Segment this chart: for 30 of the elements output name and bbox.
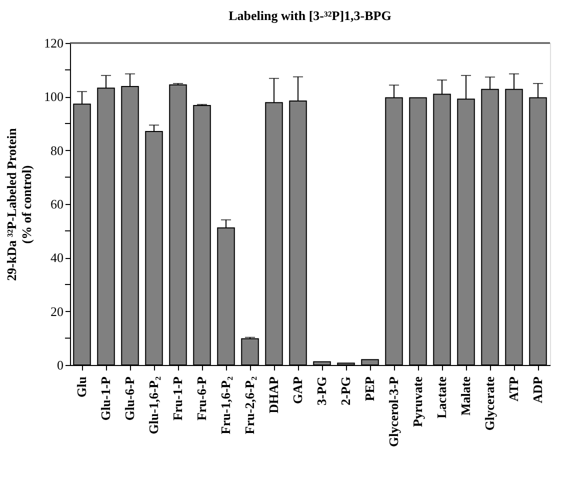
x-tick-label: DHAP	[266, 376, 281, 414]
y-tick-label: 0	[57, 358, 64, 372]
y-tick-label: 40	[50, 250, 64, 266]
y-tick-label: 100	[44, 89, 64, 104]
x-tick-label: Glu-1-P	[98, 376, 113, 421]
y-tick-label: 120	[44, 36, 64, 50]
chart-title: Labeling with [3-³²P]1,3-BPG	[228, 8, 392, 23]
x-tick-label: Fru-1,6-P₂	[218, 376, 233, 434]
x-tick-label: ADP	[530, 376, 545, 404]
x-tick-label: 3-PG	[314, 376, 329, 406]
y-tick-label: 20	[50, 304, 64, 319]
x-tick-label: Pyruvate	[410, 376, 425, 428]
x-tick-label: Malate	[458, 376, 473, 416]
text: (% of control)	[19, 165, 34, 244]
x-tick-label: PEP	[362, 376, 377, 402]
x-tick-label: Glu-6-P	[122, 376, 137, 421]
x-tick-label: Fru-2,6-P₂	[242, 376, 257, 434]
x-tick-label: Glu-1,6-P₂	[146, 376, 161, 434]
x-tick-label: Glu	[74, 376, 89, 398]
x-tick-label: Fru-6-P	[194, 376, 209, 421]
x-tick-label: Glycerate	[482, 376, 497, 431]
x-tick-label: Lactate	[434, 376, 449, 418]
y-tick-label: 60	[50, 196, 64, 212]
x-tick-label: Fru-1-P	[170, 376, 185, 421]
y-tick-label: 80	[50, 142, 64, 158]
text: 29-kDa ³²P-Labeled Protein	[4, 128, 19, 281]
x-tick-label: GAP	[290, 376, 305, 404]
x-tick-label: 2-PG	[338, 376, 353, 406]
x-tick-label: Glycerol-3-P	[386, 376, 401, 448]
x-tick-label: ATP	[506, 376, 521, 402]
